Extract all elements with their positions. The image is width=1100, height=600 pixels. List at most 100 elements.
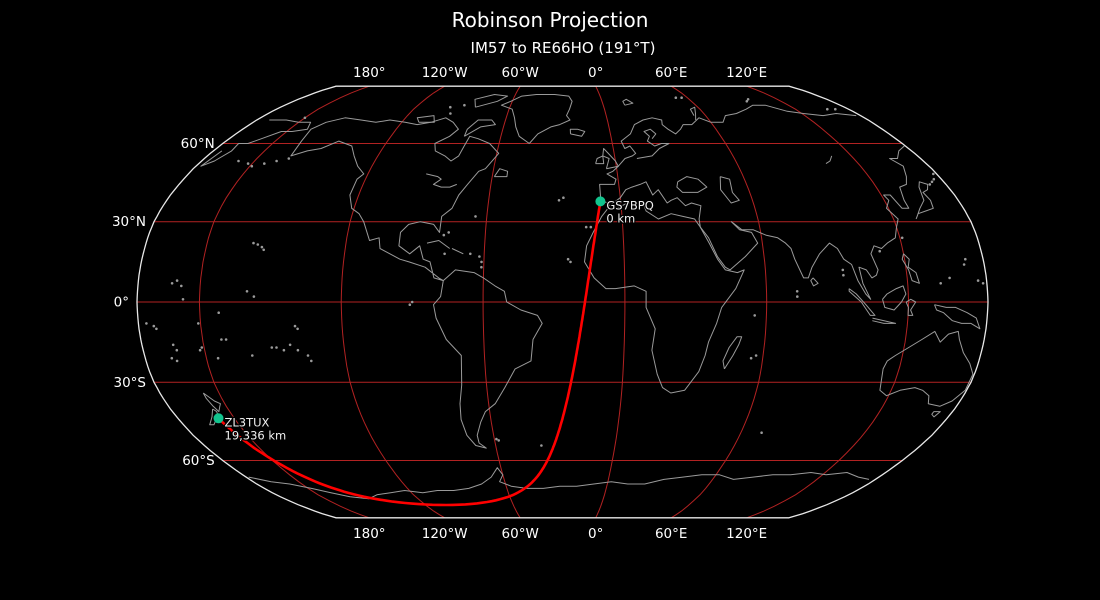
lon-label-top: 120°W	[422, 65, 468, 81]
lon-label-bottom: 60°W	[502, 526, 539, 542]
island-dot	[584, 225, 588, 229]
island-dot	[145, 322, 148, 325]
coastline-baffin-island	[463, 119, 496, 137]
island-dot	[442, 233, 446, 237]
map-title: Robinson Projection	[451, 8, 649, 32]
island-dot	[753, 314, 756, 317]
coastline-black-sea	[676, 176, 708, 193]
island-dot	[293, 324, 297, 328]
coastline-sulawesi	[905, 298, 917, 316]
island-dot	[224, 338, 228, 341]
island-dot	[469, 252, 472, 256]
coastline-antarctica	[248, 467, 870, 500]
lon-label-top: 180°	[353, 65, 386, 81]
island-dot	[562, 196, 565, 199]
island-dot	[939, 282, 942, 285]
island-dot	[449, 112, 452, 115]
island-dot	[760, 431, 763, 435]
coastline-greenland	[500, 94, 573, 144]
coastline-baltic-sea	[636, 128, 670, 159]
island-dot	[478, 255, 481, 258]
coastline-ellesmere-island	[474, 94, 509, 108]
coastline-new-guinea	[934, 304, 981, 330]
island-dot	[976, 279, 980, 282]
island-dot	[745, 100, 749, 103]
island-dot	[930, 180, 934, 184]
island-dot	[175, 279, 179, 282]
coastline-caspian-sea	[719, 176, 740, 204]
island-dot	[842, 273, 845, 277]
coastline-hispaniola	[451, 248, 464, 255]
graticule-meridian	[482, 85, 521, 519]
island-dot	[175, 359, 179, 363]
coastline-south-america	[433, 269, 543, 449]
marker-dot-zl3tux	[213, 413, 224, 424]
island-dot	[181, 298, 185, 301]
island-dot	[155, 327, 158, 331]
great-circle-path	[217, 200, 602, 507]
lon-label-bottom: 180°	[353, 526, 386, 542]
island-dot	[296, 348, 300, 352]
island-dot	[566, 257, 570, 261]
island-dot	[447, 231, 451, 234]
lon-label-bottom: 60°E	[655, 526, 687, 542]
island-dot	[948, 276, 951, 280]
lat-label: 0°	[114, 295, 129, 311]
island-dot	[749, 356, 753, 360]
coastline-australia	[879, 330, 974, 407]
island-dot	[282, 348, 286, 352]
island-dot	[252, 295, 256, 298]
island-dot	[826, 107, 829, 111]
island-dot	[262, 248, 266, 252]
island-dot	[175, 348, 179, 352]
coastline-java	[872, 317, 897, 324]
island-dot	[410, 300, 414, 304]
lat-label: 30°S	[114, 375, 147, 391]
map-subtitle: IM57 to RE66HO (191°T)	[470, 39, 656, 57]
island-dot	[275, 159, 278, 163]
island-dot	[170, 356, 174, 360]
island-dot	[443, 252, 446, 256]
island-dot	[256, 243, 260, 246]
coastline-sri-lanka	[810, 277, 819, 287]
island-dot	[449, 105, 452, 109]
coastline-newfoundland	[493, 168, 509, 178]
coastline-eurasia	[200, 104, 910, 300]
island-dot	[932, 172, 935, 176]
coastline-nz-south-island	[209, 408, 219, 426]
marker-callsign-label: GS7BPQ	[606, 198, 653, 212]
island-dot	[964, 257, 967, 261]
coastline-tasmania	[931, 411, 941, 418]
island-dot	[246, 162, 250, 165]
marker-distance-label: 19,336 km	[225, 428, 287, 442]
island-dot	[878, 249, 881, 253]
coastline-north-america	[290, 117, 500, 282]
lon-label-top: 0°	[588, 65, 603, 81]
lat-label: 60°N	[181, 136, 215, 152]
island-dot	[296, 327, 299, 331]
island-dot	[170, 282, 174, 285]
coastline-lake-baikal	[825, 155, 833, 165]
graticule-meridian	[595, 85, 626, 519]
island-dot	[306, 354, 310, 357]
graticule-meridian	[746, 85, 910, 519]
lon-label-bottom: 0°	[588, 526, 603, 542]
coastline-philippines	[901, 253, 920, 284]
island-dot	[962, 263, 966, 266]
island-dot	[841, 268, 845, 272]
island-dot	[260, 245, 264, 249]
island-dot	[198, 348, 202, 352]
marker-distance-label: 0 km	[606, 211, 635, 225]
island-dot	[152, 324, 156, 328]
island-dot	[197, 322, 200, 325]
island-dot	[497, 439, 501, 442]
island-dot	[557, 199, 561, 202]
lat-label: 60°S	[182, 453, 215, 469]
marker-callsign-label: ZL3TUX	[225, 415, 270, 429]
island-dot	[287, 157, 291, 160]
island-dot	[569, 260, 572, 264]
island-dot	[252, 241, 255, 245]
island-dot	[237, 159, 240, 163]
island-dot	[251, 354, 254, 357]
lon-label-bottom: 120°W	[422, 526, 468, 542]
